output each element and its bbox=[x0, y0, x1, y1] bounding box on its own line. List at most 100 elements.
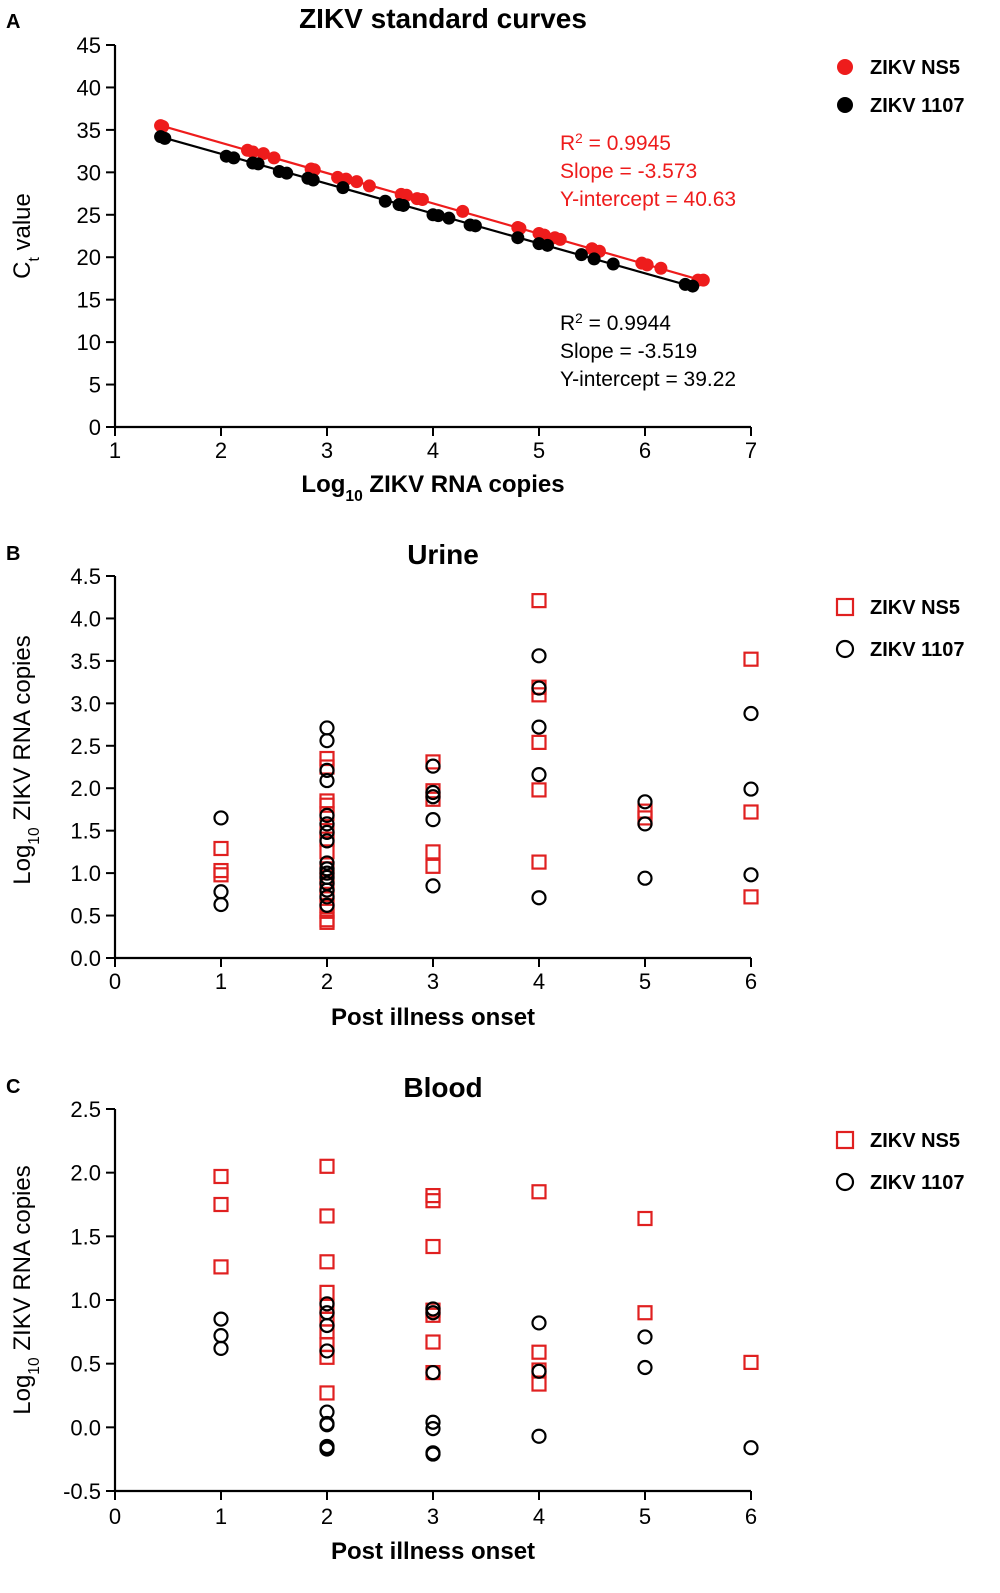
data-point-1107 bbox=[319, 897, 335, 913]
y-axis-label-rest: ZIKV RNA copies bbox=[9, 1165, 36, 1357]
data-point-ns5 bbox=[415, 192, 429, 206]
data-point-1107 bbox=[531, 767, 547, 783]
data-point-ns5 bbox=[267, 151, 281, 165]
data-point-ns5 bbox=[743, 804, 759, 820]
data-point-1107 bbox=[280, 166, 294, 180]
y-tick-label: 1.5 bbox=[70, 1224, 101, 1249]
data-point-1107 bbox=[319, 762, 335, 778]
data-point-1107 bbox=[425, 1414, 441, 1430]
data-point-1107 bbox=[531, 648, 547, 664]
data-point-1107 bbox=[319, 865, 335, 881]
y-tick-label: 1.5 bbox=[70, 819, 101, 844]
x-tick-label: 5 bbox=[639, 1504, 651, 1529]
data-point-ns5 bbox=[637, 810, 653, 826]
data-point-1107 bbox=[319, 861, 335, 877]
y-tick-label: 40 bbox=[77, 75, 101, 100]
x-tick-label: 3 bbox=[427, 1504, 439, 1529]
y-tick-label: 0.5 bbox=[70, 1352, 101, 1377]
data-point-ns5 bbox=[319, 1158, 335, 1174]
data-point-1107 bbox=[425, 1305, 441, 1321]
x-axis-label-main: Log bbox=[301, 471, 345, 498]
data-point-ns5 bbox=[743, 1354, 759, 1370]
data-point-1107 bbox=[319, 807, 335, 823]
data-point-1107 bbox=[319, 855, 335, 871]
data-point-1107 bbox=[574, 248, 588, 262]
x-tick-label: 3 bbox=[427, 969, 439, 994]
r-squared-value: = 0.9945 bbox=[583, 132, 671, 155]
data-point-1107 bbox=[425, 1364, 441, 1381]
data-point-ns5 bbox=[319, 750, 335, 767]
legend-marker-ns5 bbox=[835, 597, 855, 617]
intercept-text: Y-intercept = 39.22 bbox=[560, 368, 736, 391]
data-point-1107 bbox=[213, 896, 229, 913]
x-tick-label: 6 bbox=[745, 969, 757, 994]
data-point-1107 bbox=[336, 181, 350, 195]
y-axis-label-subscript: 10 bbox=[26, 1357, 43, 1375]
y-axis-label-rest: value bbox=[9, 193, 36, 257]
y-tick-label: 4.5 bbox=[70, 564, 101, 589]
r-squared-superscript: 2 bbox=[575, 311, 583, 326]
r-squared-text: R2 = 0.9944 bbox=[560, 311, 671, 336]
x-axis-label-rest: ZIKV RNA copies bbox=[363, 471, 565, 498]
x-tick-label: 2 bbox=[321, 1504, 333, 1529]
x-tick-label: 1 bbox=[215, 1504, 227, 1529]
data-point-ns5 bbox=[319, 903, 335, 919]
panel-letter: B bbox=[6, 543, 20, 565]
data-point-1107 bbox=[425, 812, 441, 828]
y-tick-label: 10 bbox=[77, 330, 101, 355]
data-point-1107 bbox=[319, 1317, 335, 1334]
x-tick-label: 1 bbox=[215, 969, 227, 994]
y-tick-label: 4.0 bbox=[70, 606, 101, 631]
y-axis-label-main: Log bbox=[9, 845, 36, 885]
x-tick-label: 0 bbox=[109, 1504, 121, 1529]
data-point-1107 bbox=[396, 198, 410, 212]
x-axis-label-subscript: 10 bbox=[345, 488, 363, 505]
y-tick-label: 0.0 bbox=[70, 946, 101, 971]
data-point-ns5 bbox=[637, 1305, 653, 1321]
data-point-1107 bbox=[531, 890, 547, 906]
x-tick-label: 2 bbox=[321, 969, 333, 994]
x-tick-label: 5 bbox=[639, 969, 651, 994]
y-tick-label: 2.5 bbox=[70, 1097, 101, 1122]
panel-letter: C bbox=[6, 1076, 20, 1098]
y-axis-label-subscript: 10 bbox=[26, 827, 43, 845]
y-tick-label: 2.5 bbox=[70, 734, 101, 759]
data-point-ns5 bbox=[319, 1254, 335, 1270]
data-point-ns5 bbox=[213, 1259, 229, 1275]
data-point-1107 bbox=[686, 279, 700, 293]
x-axis-label: Post illness onset bbox=[331, 1004, 535, 1031]
data-point-ns5 bbox=[319, 1208, 335, 1224]
x-axis-label-main: Post illness onset bbox=[331, 1538, 535, 1565]
y-axis-label: Log10 ZIKV RNA copies bbox=[9, 635, 43, 884]
x-tick-label: 1 bbox=[109, 438, 121, 463]
data-point-1107 bbox=[319, 772, 335, 789]
data-point-ns5 bbox=[531, 1376, 547, 1392]
panel-letter: A bbox=[6, 11, 20, 33]
legend-marker-1107 bbox=[835, 1172, 855, 1192]
data-point-1107 bbox=[158, 131, 172, 145]
y-tick-label: 30 bbox=[77, 160, 101, 185]
y-tick-label: -0.5 bbox=[63, 1479, 101, 1504]
data-point-ns5 bbox=[425, 1238, 441, 1255]
data-point-ns5 bbox=[425, 844, 441, 860]
data-point-1107 bbox=[431, 209, 445, 223]
legend-marker-1107 bbox=[835, 639, 855, 659]
intercept-text: Y-intercept = 40.63 bbox=[560, 188, 736, 211]
data-point-1107 bbox=[319, 733, 335, 749]
data-point-ns5 bbox=[213, 862, 229, 879]
data-point-ns5 bbox=[640, 258, 654, 272]
data-point-1107 bbox=[425, 1421, 441, 1437]
data-point-1107 bbox=[637, 794, 653, 810]
x-tick-label: 4 bbox=[533, 1504, 545, 1529]
y-tick-label: 2.0 bbox=[70, 776, 101, 801]
y-axis-label: Ct value bbox=[9, 193, 43, 279]
r-squared-prefix: R bbox=[560, 132, 575, 155]
y-tick-label: 0.5 bbox=[70, 904, 101, 929]
data-point-1107 bbox=[442, 211, 456, 225]
data-point-ns5 bbox=[400, 188, 413, 202]
data-point-ns5 bbox=[213, 840, 229, 857]
data-point-1107 bbox=[425, 758, 441, 774]
data-point-1107 bbox=[425, 1446, 441, 1462]
y-axis-label-subscript: t bbox=[26, 257, 43, 262]
data-point-1107 bbox=[319, 1441, 335, 1457]
